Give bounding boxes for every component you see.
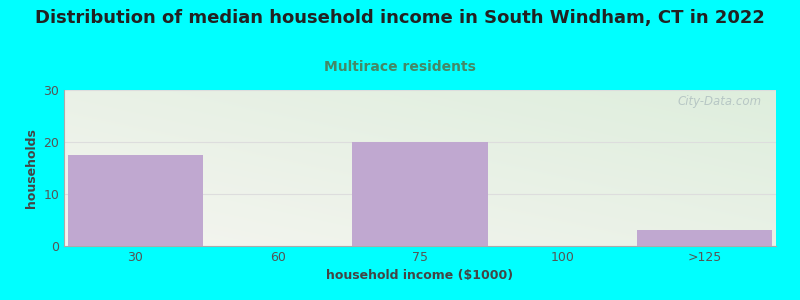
Bar <box>67 155 203 246</box>
Bar <box>637 230 773 246</box>
X-axis label: household income ($1000): household income ($1000) <box>326 269 514 282</box>
Y-axis label: households: households <box>25 128 38 208</box>
Text: Distribution of median household income in South Windham, CT in 2022: Distribution of median household income … <box>35 9 765 27</box>
Text: Multirace residents: Multirace residents <box>324 60 476 74</box>
Text: City-Data.com: City-Data.com <box>678 95 762 108</box>
Bar <box>352 142 488 246</box>
